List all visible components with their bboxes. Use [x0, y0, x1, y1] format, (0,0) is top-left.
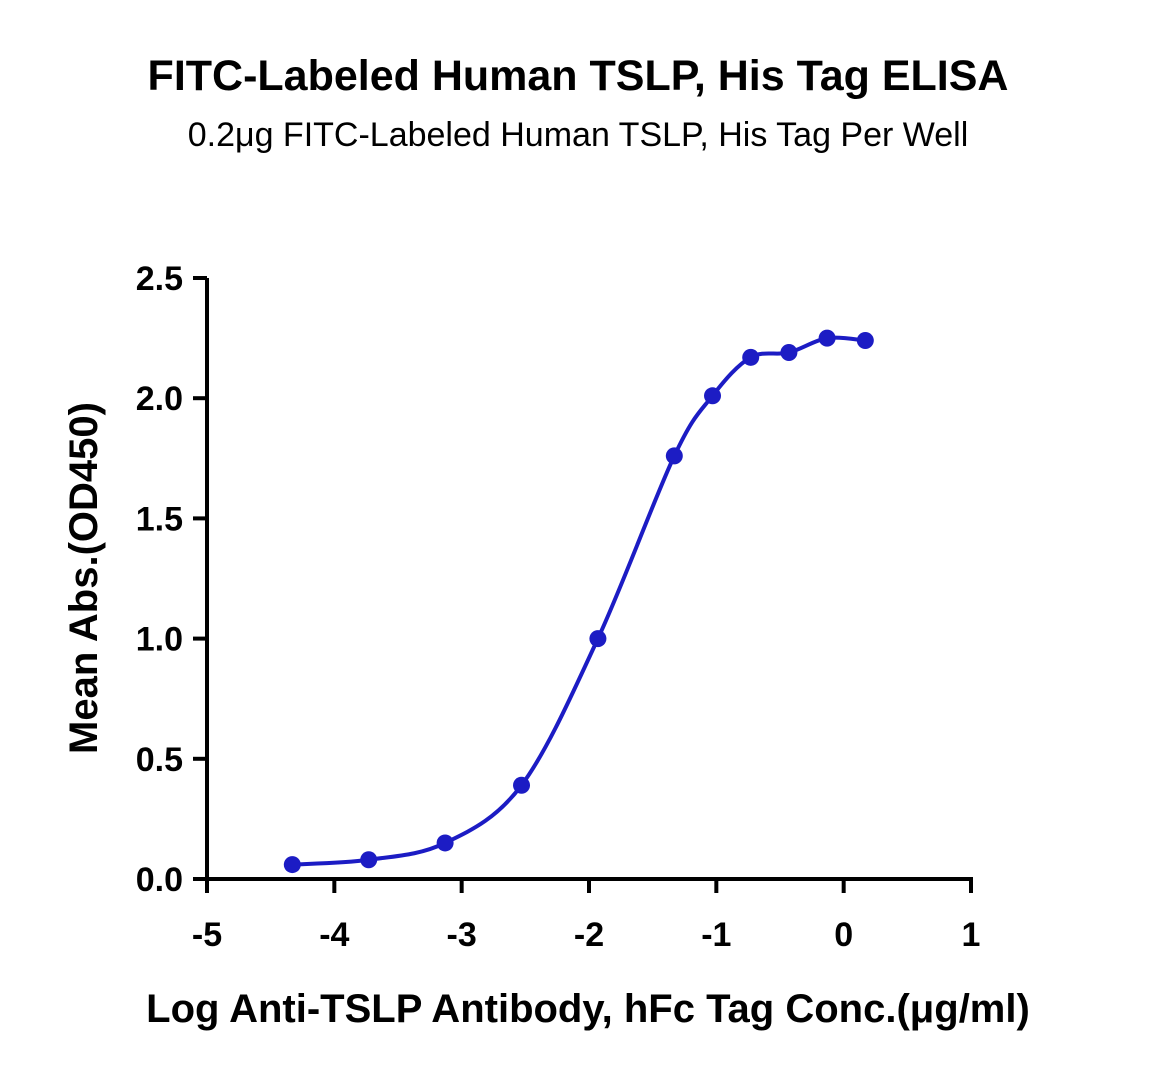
x-tick-label: -4: [319, 916, 349, 954]
data-point: [665, 447, 683, 465]
data-point: [589, 630, 607, 648]
data-point: [856, 332, 874, 350]
x-axis-label: Log Anti-TSLP Antibody, hFc Tag Conc.(μg…: [146, 987, 1030, 1031]
chart-title: FITC-Labeled Human TSLP, His Tag ELISA: [147, 52, 1009, 100]
chart-subtitle: 0.2μg FITC-Labeled Human TSLP, His Tag P…: [187, 116, 969, 154]
data-point: [742, 348, 760, 366]
x-tick-label: -5: [192, 916, 222, 954]
x-tick-label: 1: [962, 916, 981, 954]
x-tick-label: 0: [834, 916, 853, 954]
data-points-layer: [283, 329, 874, 874]
y-tick-label: 0.0: [136, 861, 183, 899]
axes: -5 -4 -3 -2 -1 0 1 0.0 0.5 1.0 1.5 2.0 2.5: [136, 260, 981, 954]
y-tick-label: 2.0: [136, 380, 183, 418]
data-point: [780, 344, 798, 362]
y-tick-label: 1.5: [136, 500, 183, 538]
data-point: [283, 856, 301, 874]
fit-curve: [292, 335, 866, 867]
x-tick-label: -3: [447, 916, 477, 954]
y-axis-label: Mean Abs.(OD450): [62, 402, 106, 754]
y-tick-label: 0.5: [136, 741, 183, 779]
data-point: [513, 776, 531, 794]
x-tick-label: -2: [574, 916, 604, 954]
y-tick-label: 2.5: [136, 260, 183, 298]
x-tick-label: -1: [701, 916, 731, 954]
data-point: [704, 387, 722, 405]
data-point: [436, 834, 454, 852]
fit-curve-layer: [292, 335, 866, 867]
y-tick-label: 1.0: [136, 621, 183, 659]
data-point: [818, 329, 836, 347]
data-point: [360, 851, 378, 869]
